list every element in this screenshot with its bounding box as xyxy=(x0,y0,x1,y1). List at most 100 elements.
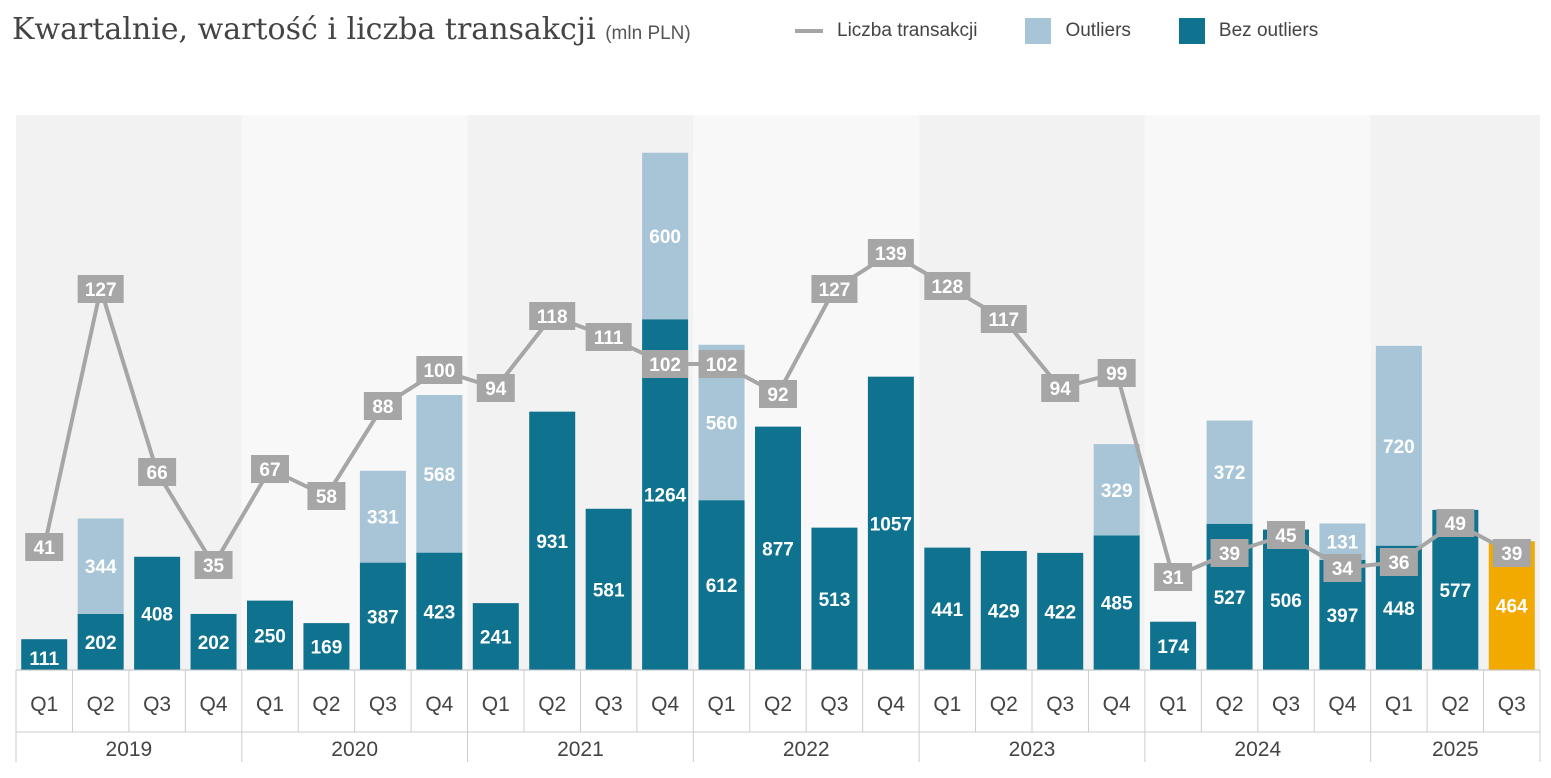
bar-bez-outliers xyxy=(811,527,858,670)
count-marker: 128 xyxy=(924,272,971,300)
quarter-tick-label: Q2 xyxy=(538,693,566,716)
bar-bez-outliers xyxy=(980,550,1027,670)
bar-value-label: 422 xyxy=(1044,602,1076,623)
count-label-box xyxy=(698,350,745,378)
count-label-box xyxy=(1379,548,1418,576)
bar-value-label: 612 xyxy=(706,576,738,597)
count-marker: 118 xyxy=(529,302,576,330)
bar-value-label: 387 xyxy=(367,607,399,628)
count-label-box xyxy=(1041,374,1080,402)
count-marker: 88 xyxy=(363,392,402,420)
legend-item-outliers: Outliers xyxy=(1025,18,1131,44)
bar-bez-outliers xyxy=(1263,529,1309,670)
quarter-tick-label: Q1 xyxy=(482,693,510,716)
count-marker: 39 xyxy=(1492,539,1531,567)
bar-value-label: 397 xyxy=(1327,606,1359,627)
bar-value-label: 423 xyxy=(423,602,455,623)
bar-bez-outliers xyxy=(359,562,406,670)
legend-item-base: Bez outliers xyxy=(1178,18,1319,44)
count-label-box xyxy=(980,305,1027,333)
quarter-tick-label: Q1 xyxy=(933,693,961,716)
count-marker: 31 xyxy=(1154,563,1193,591)
quarter-tick-label: Q2 xyxy=(1216,693,1244,716)
outlier-value-label: 329 xyxy=(1101,481,1133,502)
bar-bez-outliers xyxy=(1093,535,1140,670)
count-marker: 94 xyxy=(476,374,515,402)
quarter-tick-label: Q4 xyxy=(425,693,453,716)
count-value-label: 45 xyxy=(1275,526,1297,547)
count-value-label: 67 xyxy=(259,460,280,481)
bar-bez-outliers xyxy=(247,600,293,670)
quarter-tick-label: Q4 xyxy=(1328,693,1356,716)
count-value-label: 102 xyxy=(649,355,681,376)
quarter-tick-label: Q2 xyxy=(87,693,115,716)
bar-value-label: 485 xyxy=(1101,594,1133,615)
count-label-box xyxy=(1267,521,1305,549)
legend-line-label: Liczba transakcji xyxy=(837,20,978,41)
outlier-value-label: 331 xyxy=(367,508,399,529)
quarter-tick-label: Q1 xyxy=(30,693,58,716)
quarter-tick-label: Q4 xyxy=(1103,693,1131,716)
bar-value-label: 241 xyxy=(480,628,512,649)
count-value-label: 127 xyxy=(85,280,117,301)
chart-title: Kwartalnie, wartość i liczba transakcji … xyxy=(12,12,691,47)
count-label-box xyxy=(1097,359,1136,387)
bar-value-label: 931 xyxy=(536,532,568,553)
bar-bez-outliers xyxy=(1037,552,1084,670)
chart-title-unit: (mln PLN) xyxy=(605,23,691,44)
bar-bez-outliers xyxy=(698,500,745,670)
quarter-tick-label: Q1 xyxy=(1159,693,1187,716)
count-value-label: 118 xyxy=(537,307,568,328)
count-value-label: 58 xyxy=(316,487,337,508)
count-label-box xyxy=(25,533,64,561)
quarter-tick-label: Q1 xyxy=(708,693,736,716)
count-label-box xyxy=(642,350,689,378)
count-marker: 102 xyxy=(642,350,689,378)
quarter-tick-label: Q2 xyxy=(312,693,340,716)
bar-value-label: 448 xyxy=(1383,599,1415,620)
count-label-box xyxy=(363,392,402,420)
count-marker: 94 xyxy=(1041,374,1080,402)
outlier-value-label: 600 xyxy=(649,227,681,248)
count-value-label: 41 xyxy=(34,538,56,559)
legend-line-marker xyxy=(795,29,823,33)
bar-bez-outliers xyxy=(77,613,124,670)
count-marker: 67 xyxy=(251,455,289,483)
bar-value-label: 513 xyxy=(819,590,851,611)
count-marker: 45 xyxy=(1267,521,1305,549)
count-marker: 102 xyxy=(698,350,745,378)
count-value-label: 102 xyxy=(706,355,738,376)
count-value-label: 99 xyxy=(1106,364,1127,385)
count-label-box xyxy=(138,458,177,486)
count-label-box xyxy=(529,302,576,330)
outlier-value-label: 560 xyxy=(706,413,738,434)
count-marker: 39 xyxy=(1210,539,1249,567)
bar-value-label: 408 xyxy=(141,604,173,625)
bar-outliers xyxy=(416,394,463,553)
count-marker: 35 xyxy=(194,551,233,579)
bar-outliers xyxy=(1093,444,1140,536)
outlier-value-label: 344 xyxy=(85,557,117,578)
bar-outliers xyxy=(1206,420,1253,524)
quarter-tick-label: Q4 xyxy=(877,693,905,716)
bar-outliers xyxy=(642,152,689,320)
count-value-label: 36 xyxy=(1388,553,1409,574)
count-label-box xyxy=(251,455,289,483)
count-label-box xyxy=(1210,539,1249,567)
legend-base-label: Bez outliers xyxy=(1218,20,1319,41)
bar-outliers xyxy=(1375,345,1422,546)
count-marker: 49 xyxy=(1436,509,1475,537)
count-value-label: 127 xyxy=(819,280,851,301)
chart-legend: Liczba transakcji Outliers Bez outliers xyxy=(795,18,1366,44)
count-label-box xyxy=(1492,539,1531,567)
legend-outliers-swatch xyxy=(1025,18,1052,44)
bar-outliers xyxy=(1319,523,1366,560)
count-marker: 36 xyxy=(1379,548,1418,576)
count-value-label: 94 xyxy=(1050,379,1072,400)
bar-bez-outliers xyxy=(190,613,237,670)
bar-bez-outliers xyxy=(585,508,632,670)
quarter-tick-label: Q3 xyxy=(595,693,623,716)
count-marker: 99 xyxy=(1097,359,1136,387)
bar-value-label: 169 xyxy=(311,638,343,659)
count-marker: 41 xyxy=(25,533,64,561)
